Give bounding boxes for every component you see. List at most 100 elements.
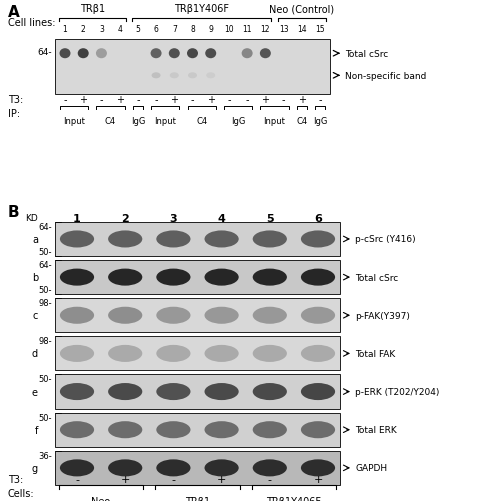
- Text: 5: 5: [136, 25, 140, 34]
- Text: IP:: IP:: [8, 109, 20, 119]
- Ellipse shape: [301, 231, 335, 248]
- Ellipse shape: [60, 269, 94, 286]
- Bar: [55, 299, 340, 333]
- Ellipse shape: [156, 231, 190, 248]
- Text: TRβ1: TRβ1: [80, 4, 105, 14]
- Bar: [55, 375, 340, 409]
- Text: b: b: [32, 273, 38, 283]
- Bar: [55, 337, 340, 371]
- Text: 2: 2: [122, 213, 129, 223]
- Text: 50-: 50-: [38, 375, 52, 384]
- Ellipse shape: [156, 421, 190, 438]
- Text: 5: 5: [266, 213, 274, 223]
- Ellipse shape: [150, 49, 162, 59]
- Ellipse shape: [96, 49, 107, 59]
- Text: 15: 15: [315, 25, 325, 34]
- Ellipse shape: [301, 421, 335, 438]
- Ellipse shape: [204, 459, 238, 476]
- Ellipse shape: [60, 307, 94, 324]
- Text: Total cSrc: Total cSrc: [355, 273, 398, 282]
- Ellipse shape: [252, 345, 287, 362]
- Ellipse shape: [156, 307, 190, 324]
- Ellipse shape: [301, 307, 335, 324]
- Text: 36-: 36-: [38, 451, 52, 460]
- Text: d: d: [32, 349, 38, 359]
- Text: 6: 6: [314, 213, 322, 223]
- Text: T3:: T3:: [8, 95, 23, 105]
- Text: -: -: [282, 95, 286, 105]
- Text: 1: 1: [73, 213, 81, 223]
- Ellipse shape: [204, 421, 238, 438]
- Ellipse shape: [187, 49, 198, 59]
- Text: 3: 3: [99, 25, 104, 34]
- Ellipse shape: [108, 231, 142, 248]
- Text: 64-: 64-: [38, 261, 52, 270]
- Text: 1: 1: [62, 25, 68, 34]
- Text: f: f: [34, 425, 38, 435]
- Text: 12: 12: [260, 25, 270, 34]
- Text: Neo: Neo: [92, 496, 110, 501]
- Ellipse shape: [152, 73, 160, 79]
- Ellipse shape: [204, 383, 238, 400]
- Ellipse shape: [252, 459, 287, 476]
- Text: Input: Input: [154, 117, 176, 126]
- Text: 98-: 98-: [38, 337, 52, 346]
- Ellipse shape: [301, 459, 335, 476]
- Text: -: -: [191, 95, 194, 105]
- Text: 4: 4: [117, 25, 122, 34]
- Ellipse shape: [60, 49, 70, 59]
- Text: -: -: [100, 95, 103, 105]
- Ellipse shape: [205, 49, 216, 59]
- Text: c: c: [32, 311, 38, 321]
- Text: +: +: [298, 95, 306, 105]
- Ellipse shape: [60, 231, 94, 248]
- Text: Total FAK: Total FAK: [355, 349, 395, 358]
- Text: TRβ1: TRβ1: [185, 496, 210, 501]
- Bar: [55, 40, 330, 95]
- Text: -: -: [227, 95, 230, 105]
- Ellipse shape: [60, 421, 94, 438]
- Text: 13: 13: [279, 25, 288, 34]
- Text: 50-: 50-: [38, 247, 52, 257]
- Ellipse shape: [156, 345, 190, 362]
- Text: 4: 4: [218, 213, 226, 223]
- Text: p-FAK(Y397): p-FAK(Y397): [355, 311, 410, 320]
- Text: -: -: [318, 95, 322, 105]
- Text: C4: C4: [196, 117, 207, 126]
- Text: 64-: 64-: [38, 222, 52, 231]
- Text: g: g: [32, 463, 38, 473]
- Ellipse shape: [108, 459, 142, 476]
- Ellipse shape: [252, 269, 287, 286]
- Text: A: A: [8, 5, 20, 20]
- Text: +: +: [262, 95, 270, 105]
- Ellipse shape: [204, 231, 238, 248]
- Text: 9: 9: [208, 25, 213, 34]
- Text: 50-: 50-: [38, 286, 52, 295]
- Text: -: -: [154, 95, 158, 105]
- Text: 7: 7: [172, 25, 176, 34]
- Text: Total cSrc: Total cSrc: [345, 50, 388, 59]
- Ellipse shape: [60, 345, 94, 362]
- Text: 2: 2: [81, 25, 86, 34]
- Ellipse shape: [169, 49, 180, 59]
- Ellipse shape: [108, 421, 142, 438]
- Ellipse shape: [252, 231, 287, 248]
- Text: -: -: [63, 95, 67, 105]
- Ellipse shape: [301, 269, 335, 286]
- Text: TRβ1Y406F: TRβ1Y406F: [174, 4, 229, 14]
- Text: e: e: [32, 387, 38, 397]
- Ellipse shape: [156, 459, 190, 476]
- Ellipse shape: [301, 383, 335, 400]
- Text: TRβ1Y406F: TRβ1Y406F: [266, 496, 322, 501]
- Ellipse shape: [242, 49, 252, 59]
- Text: 8: 8: [190, 25, 195, 34]
- Text: -: -: [75, 474, 79, 484]
- Text: 14: 14: [297, 25, 306, 34]
- Bar: [55, 222, 340, 257]
- Text: Input: Input: [264, 117, 285, 126]
- Text: -: -: [172, 474, 175, 484]
- Text: IgG: IgG: [231, 117, 245, 126]
- Text: IgG: IgG: [313, 117, 327, 126]
- Ellipse shape: [108, 383, 142, 400]
- Ellipse shape: [204, 345, 238, 362]
